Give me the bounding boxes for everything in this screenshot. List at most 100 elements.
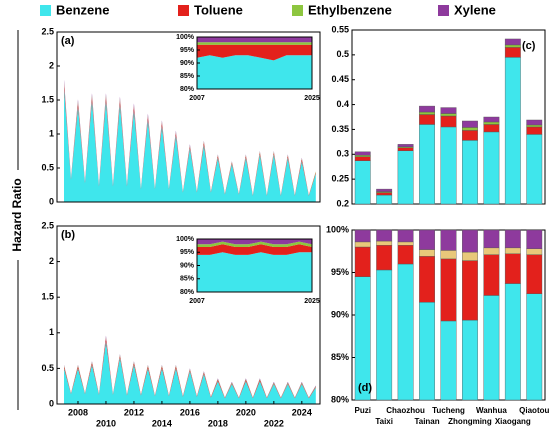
- y-tick-label: 80%: [180, 289, 195, 296]
- y-tick-label: 85%: [331, 352, 349, 362]
- panel-label: (c): [522, 40, 536, 52]
- bar-ethylbenzene: [440, 113, 457, 117]
- legend-label: Toluene: [194, 2, 243, 17]
- x-tick-label: Taixi: [375, 417, 393, 426]
- legend-label: Ethylbenzene: [308, 2, 392, 17]
- x-tick-label: 2024: [292, 407, 312, 417]
- bar-benzene: [483, 295, 500, 401]
- y-tick-label: 0.2: [336, 198, 349, 208]
- y-tick-label: 90%: [331, 309, 349, 319]
- bar-ethylbenzene: [419, 249, 435, 257]
- y-tick-label: 100%: [176, 34, 195, 41]
- bar-ethylbenzene: [440, 250, 457, 260]
- plot-frame: [56, 225, 321, 405]
- y-tick-label: 0.5: [41, 363, 54, 373]
- bar-ethylbenzene: [419, 111, 435, 115]
- y-tick-label: 1: [49, 327, 54, 337]
- bar-toluene: [504, 47, 521, 58]
- bar-benzene: [419, 302, 435, 401]
- bar-benzene: [526, 134, 543, 205]
- y-tick-label: 95%: [180, 47, 195, 54]
- bar-toluene: [504, 253, 521, 284]
- bar-ethylbenzene: [483, 121, 500, 125]
- x-tick-label: 2010: [96, 418, 116, 428]
- bar-xylene: [376, 229, 393, 242]
- bar-benzene: [483, 131, 500, 205]
- bar-xylene: [483, 116, 500, 123]
- area-benzene: [63, 88, 316, 202]
- x-tick-label: 2022: [264, 418, 284, 428]
- y-tick-label: 2.5: [41, 220, 54, 230]
- x-tick-label: Chaozhou: [386, 406, 425, 415]
- y-tick-label: 0.45: [331, 74, 349, 84]
- x-tick-label: 2016: [180, 407, 200, 417]
- y-tick-label: 0.55: [331, 24, 349, 34]
- bar-ethylbenzene: [526, 248, 543, 255]
- x-tick-label: Zhongming: [448, 417, 492, 426]
- x-tick-label: 2014: [152, 418, 172, 428]
- y-tick-label: 0.35: [331, 124, 349, 134]
- bar-benzene: [376, 269, 393, 401]
- bar-xylene: [397, 229, 414, 243]
- legend-swatch: [40, 5, 51, 16]
- y-tick-label: 0.3: [336, 149, 349, 159]
- bar-toluene: [462, 260, 478, 321]
- bar-ethylbenzene: [483, 247, 500, 255]
- y-axis-label: Hazard Ratio: [10, 178, 24, 251]
- bar-ethylbenzene: [504, 44, 521, 48]
- bar-ethylbenzene: [462, 127, 478, 131]
- x-tick-label: Tucheng: [432, 406, 465, 415]
- x-tick-label: 2018: [208, 418, 228, 428]
- y-tick-label: 0.5: [41, 162, 54, 172]
- y-tick-label: 95%: [180, 249, 195, 256]
- y-tick-label: 0: [49, 398, 54, 408]
- y-tick-label: 1.5: [41, 292, 54, 302]
- x-tick-label: Wanhua: [476, 406, 507, 415]
- bar-toluene: [462, 130, 478, 141]
- y-tick-label: 80%: [180, 86, 195, 93]
- bar-toluene: [354, 246, 371, 277]
- bar-toluene: [376, 192, 393, 196]
- legend-swatch: [292, 5, 303, 16]
- bar-toluene: [440, 258, 457, 322]
- bar-ethylbenzene: [354, 241, 371, 248]
- area-ethylbenzene: [197, 241, 312, 247]
- bar-benzene: [504, 283, 521, 401]
- bar-ethylbenzene: [462, 251, 478, 261]
- y-tick-label: 2.5: [41, 26, 54, 36]
- bar-ethylbenzene: [504, 247, 521, 255]
- bar-benzene: [504, 57, 521, 205]
- bar-xylene: [354, 229, 371, 243]
- bar-xylene: [504, 229, 521, 249]
- x-tick-label: 2008: [68, 407, 88, 417]
- bar-xylene: [419, 229, 435, 250]
- legend-swatch: [438, 5, 449, 16]
- bar-toluene: [483, 254, 500, 296]
- y-tick-label: 0: [49, 196, 54, 206]
- bar-benzene: [440, 126, 457, 205]
- bar-benzene: [397, 150, 414, 205]
- y-tick-label: 1.5: [41, 94, 54, 104]
- y-tick-label: 0.5: [336, 49, 349, 59]
- bar-xylene: [526, 229, 543, 249]
- bar-toluene: [376, 245, 393, 271]
- bar-xylene: [526, 119, 543, 126]
- area-ethylbenzene: [197, 42, 312, 45]
- bar-xylene: [419, 105, 435, 113]
- bar-benzene: [376, 194, 393, 205]
- x-tick-label: 2020: [236, 407, 256, 417]
- bar-xylene: [440, 229, 457, 251]
- bar-ethylbenzene: [526, 124, 543, 128]
- y-tick-label: 95%: [331, 267, 349, 277]
- x-tick-label: Puzi: [354, 406, 370, 415]
- x-tick-label: 2025: [304, 95, 320, 102]
- y-tick-label: 0.25: [331, 174, 349, 184]
- panel-label: (d): [358, 382, 372, 394]
- bar-benzene: [526, 293, 543, 401]
- bar-benzene: [462, 140, 478, 205]
- area-benzene: [197, 55, 312, 89]
- bar-toluene: [397, 245, 414, 265]
- bar-ethylbenzene: [397, 241, 414, 246]
- panel-label: (b): [61, 229, 75, 241]
